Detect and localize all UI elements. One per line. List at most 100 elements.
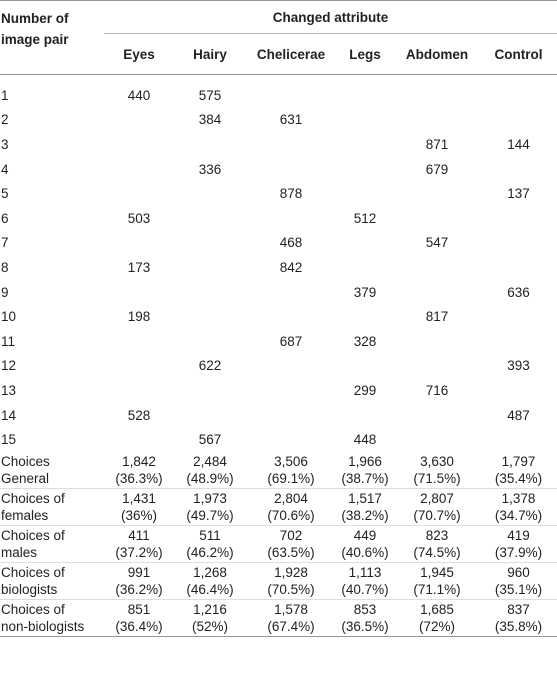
table-cell xyxy=(480,157,557,182)
choice-percent: (69.1%) xyxy=(267,470,315,486)
column-header-hairy: Hairy xyxy=(193,46,227,62)
table-cell: 137 xyxy=(507,186,530,202)
choice-row-label: Choices of non-biologists xyxy=(0,598,104,637)
choice-cell: 1,578 (67.4%) xyxy=(246,598,336,637)
table-cell xyxy=(480,304,557,329)
table-cell xyxy=(480,255,557,280)
row-label: 2 xyxy=(1,112,9,128)
choice-count: 1,113 xyxy=(348,564,382,580)
table-cell xyxy=(394,403,480,428)
choice-label-line-2: females xyxy=(1,507,49,523)
row-label: 13 xyxy=(1,382,17,398)
choice-percent: (40.7%) xyxy=(341,581,389,597)
group-header: Changed attribute xyxy=(104,0,557,34)
table-cell xyxy=(246,132,336,157)
choice-count: 1,966 xyxy=(348,453,382,469)
table-cell: 871 xyxy=(425,136,449,152)
table-cell: 393 xyxy=(507,358,530,374)
row-label: 10 xyxy=(1,309,17,325)
column-header-abdomen: Abdomen xyxy=(405,46,469,62)
table-row: 5 878 137 xyxy=(0,181,557,206)
choice-count: 1,685 xyxy=(420,601,454,617)
choice-cell: 3,506 (69.1%) xyxy=(246,452,336,489)
choice-count: 853 xyxy=(353,601,377,617)
table-cell: 198 xyxy=(127,309,151,325)
table-cell: 842 xyxy=(279,259,303,275)
choice-count: 1,578 xyxy=(274,601,308,617)
table-cell xyxy=(104,427,174,452)
table-cell xyxy=(246,403,336,428)
row-label: 14 xyxy=(1,407,17,423)
choice-row: Choices of females 1,431 (36%) 1,973 (49.7%) 2… xyxy=(0,487,557,526)
table-cell xyxy=(480,427,557,452)
choice-count: 2,484 xyxy=(193,453,227,469)
table-cell: 528 xyxy=(127,407,151,423)
table-cell xyxy=(336,83,394,108)
row-label: 3 xyxy=(1,136,9,152)
table-cell xyxy=(104,181,174,206)
choice-percent: (35.1%) xyxy=(494,581,543,597)
row-label: 5 xyxy=(1,186,9,202)
choice-percent: (71.5%) xyxy=(413,470,461,486)
table-cell: 636 xyxy=(507,284,530,300)
choice-label-line-2: males xyxy=(1,544,38,560)
table-row: 8 173 842 xyxy=(0,255,557,280)
choice-cell: 1,517 (38.2%) xyxy=(336,487,394,526)
choice-cell: 1,945 (71.1%) xyxy=(394,561,480,600)
table-row: 9 379 636 xyxy=(0,280,557,305)
choice-label-line-1: Choices xyxy=(1,453,50,469)
choice-count: 702 xyxy=(279,527,303,543)
table-cell: 503 xyxy=(127,210,151,226)
table-cell: 512 xyxy=(353,210,377,226)
attribute-choice-table: Number of image pair Changed attribute E… xyxy=(0,0,557,637)
table-cell xyxy=(246,354,336,379)
table-cell xyxy=(246,157,336,182)
stub-header: Number of image pair xyxy=(0,0,104,75)
table-cell xyxy=(174,304,246,329)
table-row: 15 567 448 xyxy=(0,427,557,452)
choice-count: 511 xyxy=(199,527,221,543)
table-cell xyxy=(104,157,174,182)
table-cell xyxy=(246,427,336,452)
choice-cell: 411 (37.2%) xyxy=(104,524,174,563)
table-cell xyxy=(480,83,557,108)
table-cell xyxy=(480,206,557,231)
table-row: 1 440 575 xyxy=(0,83,557,108)
table-cell xyxy=(104,378,174,403)
table-row: 2 384 631 xyxy=(0,108,557,133)
choice-count: 3,630 xyxy=(420,453,454,469)
choice-cell: 702 (63.5%) xyxy=(246,524,336,563)
table-cell: 622 xyxy=(198,358,222,374)
choice-count: 1,216 xyxy=(193,601,227,617)
choice-cell: 1,378 (34.7%) xyxy=(480,487,557,526)
choice-cell: 1,431 (36%) xyxy=(104,487,174,526)
table-cell xyxy=(174,329,246,354)
choice-label-line-1: Choices of xyxy=(1,601,65,617)
table-row: 12 622 393 xyxy=(0,354,557,379)
choice-cell: 1,928 (70.5%) xyxy=(246,561,336,600)
table-cell xyxy=(336,181,394,206)
choice-cell: 2,804 (70.6%) xyxy=(246,487,336,526)
table-cell: 878 xyxy=(279,186,303,202)
table-cell xyxy=(174,280,246,305)
choice-count: 1,945 xyxy=(420,564,454,580)
choice-cell: 2,484 (48.9%) xyxy=(174,452,246,489)
choice-count: 1,797 xyxy=(501,453,536,469)
choice-count: 419 xyxy=(507,527,530,543)
choice-percent: (70.6%) xyxy=(267,507,315,523)
table-cell xyxy=(246,280,336,305)
row-label: 8 xyxy=(1,259,9,275)
choice-count: 991 xyxy=(127,564,151,580)
table-cell xyxy=(394,108,480,133)
choice-cell: 1,966 (38.7%) xyxy=(336,452,394,489)
choice-count: 1,973 xyxy=(193,490,227,506)
table-cell xyxy=(394,427,480,452)
table-cell xyxy=(174,255,246,280)
table-cell xyxy=(336,132,394,157)
choice-percent: (74.5%) xyxy=(413,544,461,560)
choice-cell: 3,630 (71.5%) xyxy=(394,452,480,489)
choice-percent: (36%) xyxy=(120,507,157,523)
choice-percent: (72%) xyxy=(418,618,455,634)
choice-percent: (36.5%) xyxy=(341,618,389,634)
choice-cell: 837 (35.8%) xyxy=(480,598,557,637)
